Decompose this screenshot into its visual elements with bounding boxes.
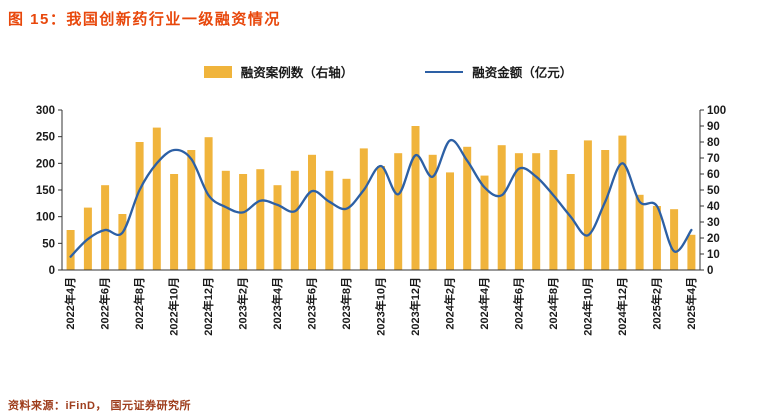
financing-bar <box>359 148 368 270</box>
source-note: 资料来源：iFinD， 国元证券研究所 <box>8 400 192 412</box>
x-axis-label: 2024年4月 <box>477 277 491 330</box>
right-axis-label: 10 <box>707 249 720 261</box>
x-axis-label: 2023年12月 <box>408 277 422 336</box>
financing-bar <box>514 153 523 270</box>
financing-bar <box>118 214 127 270</box>
financing-bar <box>308 154 316 270</box>
financing-bar <box>463 146 472 270</box>
chart-legend: 融资案例数（右轴） 融资金额（亿元） <box>0 62 776 81</box>
x-axis-label: 2022年8月 <box>132 277 146 330</box>
right-axis-label: 80 <box>707 137 720 149</box>
bar-series-swatch <box>203 65 232 78</box>
financing-bar <box>601 150 610 270</box>
x-axis-label: 2022年12月 <box>201 277 215 336</box>
left-axis-label: 150 <box>36 185 55 197</box>
financing-bar <box>480 175 489 270</box>
right-axis-label: 90 <box>707 121 720 133</box>
financing-bar <box>101 185 110 270</box>
financing-bar <box>428 154 437 270</box>
financing-bar <box>342 178 351 270</box>
financing-bar <box>687 234 696 270</box>
x-axis-label: 2025年2月 <box>649 277 663 330</box>
right-axis-label: 60 <box>707 169 720 181</box>
x-axis-label: 2022年10月 <box>167 277 181 336</box>
financing-bar <box>204 137 213 270</box>
x-axis-label: 2024年12月 <box>615 277 629 336</box>
x-axis-label: 2022年6月 <box>98 277 112 330</box>
right-axis-label: 70 <box>707 153 720 165</box>
right-axis-label: 20 <box>707 233 720 245</box>
x-axis-label: 2023年8月 <box>339 277 353 330</box>
right-axis-label: 40 <box>707 201 720 213</box>
financing-bar <box>273 185 282 270</box>
x-axis-label: 2022年4月 <box>63 277 77 330</box>
legend-item-bar: 融资案例数（右轴） <box>203 62 354 81</box>
financing-bar <box>670 209 679 270</box>
financing-bar <box>618 135 627 270</box>
legend-label-line: 融资金额（亿元） <box>472 66 573 80</box>
right-axis-label: 0 <box>707 265 713 277</box>
financing-bar <box>239 174 248 270</box>
right-axis-label: 100 <box>707 105 726 117</box>
x-axis-label: 2024年8月 <box>546 277 560 330</box>
financing-bar <box>635 194 644 270</box>
financing-bar <box>152 127 161 270</box>
financing-bar <box>325 170 334 270</box>
x-axis-label: 2023年2月 <box>236 277 250 330</box>
financing-bar <box>532 153 541 270</box>
financing-bar <box>411 126 420 270</box>
financing-bar <box>497 145 506 270</box>
financing-bar <box>566 174 575 270</box>
financing-bar <box>135 142 144 270</box>
left-axis-label: 250 <box>36 132 55 144</box>
x-axis-label: 2024年10月 <box>580 277 594 336</box>
financing-bar <box>290 170 299 270</box>
x-axis-label: 2023年4月 <box>270 277 284 330</box>
financing-bar <box>187 150 196 270</box>
x-axis-label: 2024年2月 <box>443 277 457 330</box>
x-axis-label: 2025年4月 <box>684 277 698 330</box>
x-axis-label: 2023年10月 <box>374 277 388 336</box>
x-axis-label: 2023年6月 <box>305 277 319 330</box>
financing-bar <box>66 230 75 270</box>
financing-bar <box>549 150 558 270</box>
left-axis-label: 0 <box>49 265 55 277</box>
left-axis-label: 300 <box>36 105 55 117</box>
financing-amount-line <box>69 139 693 258</box>
financing-bar <box>256 169 265 270</box>
line-series-swatch <box>425 70 464 73</box>
right-axis-label: 30 <box>707 217 720 229</box>
right-axis-label: 50 <box>707 185 720 197</box>
financing-bar <box>170 174 179 270</box>
financing-bar <box>583 140 592 270</box>
financing-bar <box>377 166 385 270</box>
financing-chart: 0 50 100 150 200 250 300 0 10 20 30 40 50 60 70 80 90 100… <box>36 105 726 336</box>
financing-bar <box>221 170 230 270</box>
financing-bar <box>394 153 403 270</box>
left-axis-label: 50 <box>42 238 55 250</box>
x-axis-label: 2024年6月 <box>511 277 525 330</box>
left-axis-label: 200 <box>36 158 55 170</box>
financing-bar <box>446 172 454 270</box>
legend-item-line: 融资金额（亿元） <box>425 62 572 81</box>
legend-label-bar: 融资案例数（右轴） <box>240 66 354 80</box>
left-axis-label: 100 <box>36 212 55 224</box>
figure-title: 图 15：我国创新药行业一级融资情况 <box>8 11 281 28</box>
financing-bar <box>652 206 661 270</box>
